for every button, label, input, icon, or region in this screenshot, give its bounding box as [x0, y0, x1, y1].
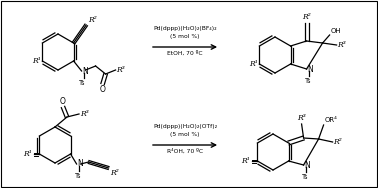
Text: R³: R³ — [338, 41, 346, 49]
Text: Pd(dppp)(H₂O)₂(BF₄)₂: Pd(dppp)(H₂O)₂(BF₄)₂ — [153, 26, 217, 31]
Text: N: N — [305, 161, 310, 170]
Text: EtOH, 70 ºC: EtOH, 70 ºC — [167, 51, 203, 56]
Text: Ts: Ts — [75, 173, 82, 179]
Text: Ts: Ts — [79, 80, 86, 86]
Text: R²: R² — [334, 138, 342, 146]
Text: Ts: Ts — [305, 78, 312, 84]
Text: R⁴OH, 70 ºC: R⁴OH, 70 ºC — [167, 149, 203, 154]
Text: R²: R² — [88, 16, 97, 24]
Text: Ts: Ts — [302, 174, 309, 180]
Text: R³: R³ — [80, 110, 89, 118]
Text: (5 mol %): (5 mol %) — [170, 34, 200, 39]
Text: N: N — [77, 159, 83, 168]
Text: O: O — [100, 85, 105, 94]
Text: N: N — [308, 64, 313, 74]
Text: Pd(dppp)(H₂O)₂(OTf)₂: Pd(dppp)(H₂O)₂(OTf)₂ — [153, 124, 217, 129]
Text: OH: OH — [331, 28, 341, 34]
Text: N: N — [82, 67, 88, 76]
Text: R¹: R¹ — [249, 60, 257, 68]
Text: R¹: R¹ — [241, 157, 249, 165]
Text: R²: R² — [302, 13, 311, 21]
Text: O: O — [60, 97, 66, 106]
Text: R¹: R¹ — [32, 57, 40, 65]
Text: R³: R³ — [297, 114, 306, 122]
Text: R²: R² — [111, 169, 119, 177]
Text: R³: R³ — [116, 66, 125, 74]
Text: (5 mol %): (5 mol %) — [170, 132, 200, 137]
Text: OR⁴: OR⁴ — [325, 117, 338, 123]
Text: R¹: R¹ — [23, 150, 31, 158]
